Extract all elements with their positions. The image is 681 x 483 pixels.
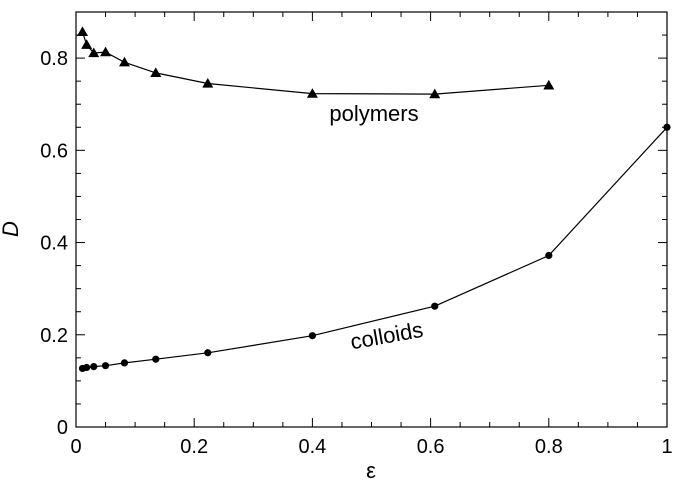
- x-axis-label: ε: [366, 458, 376, 483]
- series-label-polymers: polymers: [329, 101, 418, 126]
- point-colloids: [120, 359, 129, 367]
- series-label-colloids: colloids: [348, 317, 425, 354]
- point-polymers: [81, 39, 93, 49]
- point-colloids: [663, 123, 671, 131]
- axis-ticks: [75, 11, 668, 428]
- x-tick-label: 0.2: [180, 436, 208, 458]
- point-colloids: [545, 251, 553, 260]
- x-tick-label: 0.6: [417, 436, 445, 458]
- point-polymers: [100, 46, 112, 57]
- point-colloids: [204, 349, 212, 357]
- point-colloids: [101, 362, 110, 370]
- tick-labels: 0 0.2 0.4 0.6 0.8 1 0 0.2 0.4 0.6 0.8: [40, 48, 672, 458]
- point-polymers: [543, 79, 555, 90]
- x-tick-label: 0: [70, 436, 81, 458]
- point-colloids: [308, 332, 316, 340]
- point-polymers: [77, 26, 89, 36]
- point-polymers: [306, 88, 318, 98]
- point-polymers: [202, 77, 214, 88]
- point-polymers: [150, 67, 162, 77]
- point-colloids: [152, 355, 160, 363]
- y-tick-label: 0.2: [40, 325, 68, 347]
- x-tick-label: 0.4: [298, 436, 326, 458]
- point-polymers: [429, 88, 441, 99]
- y-axis-label: D: [0, 221, 23, 237]
- point-polymers: [118, 56, 130, 67]
- x-tick-label: 1: [661, 436, 672, 458]
- series-lines: [81, 31, 668, 369]
- series-line-polymers: [81, 31, 549, 95]
- point-colloids: [83, 363, 91, 372]
- y-tick-label: 0.8: [40, 48, 68, 70]
- series-markers: [77, 26, 671, 373]
- point-colloids: [90, 362, 98, 371]
- y-tick-label: 0.4: [40, 233, 68, 255]
- x-tick-label: 0.8: [535, 436, 563, 458]
- y-tick-label: 0: [57, 417, 68, 439]
- point-colloids: [431, 302, 439, 310]
- y-tick-label: 0.6: [40, 140, 68, 162]
- point-polymers: [88, 47, 100, 58]
